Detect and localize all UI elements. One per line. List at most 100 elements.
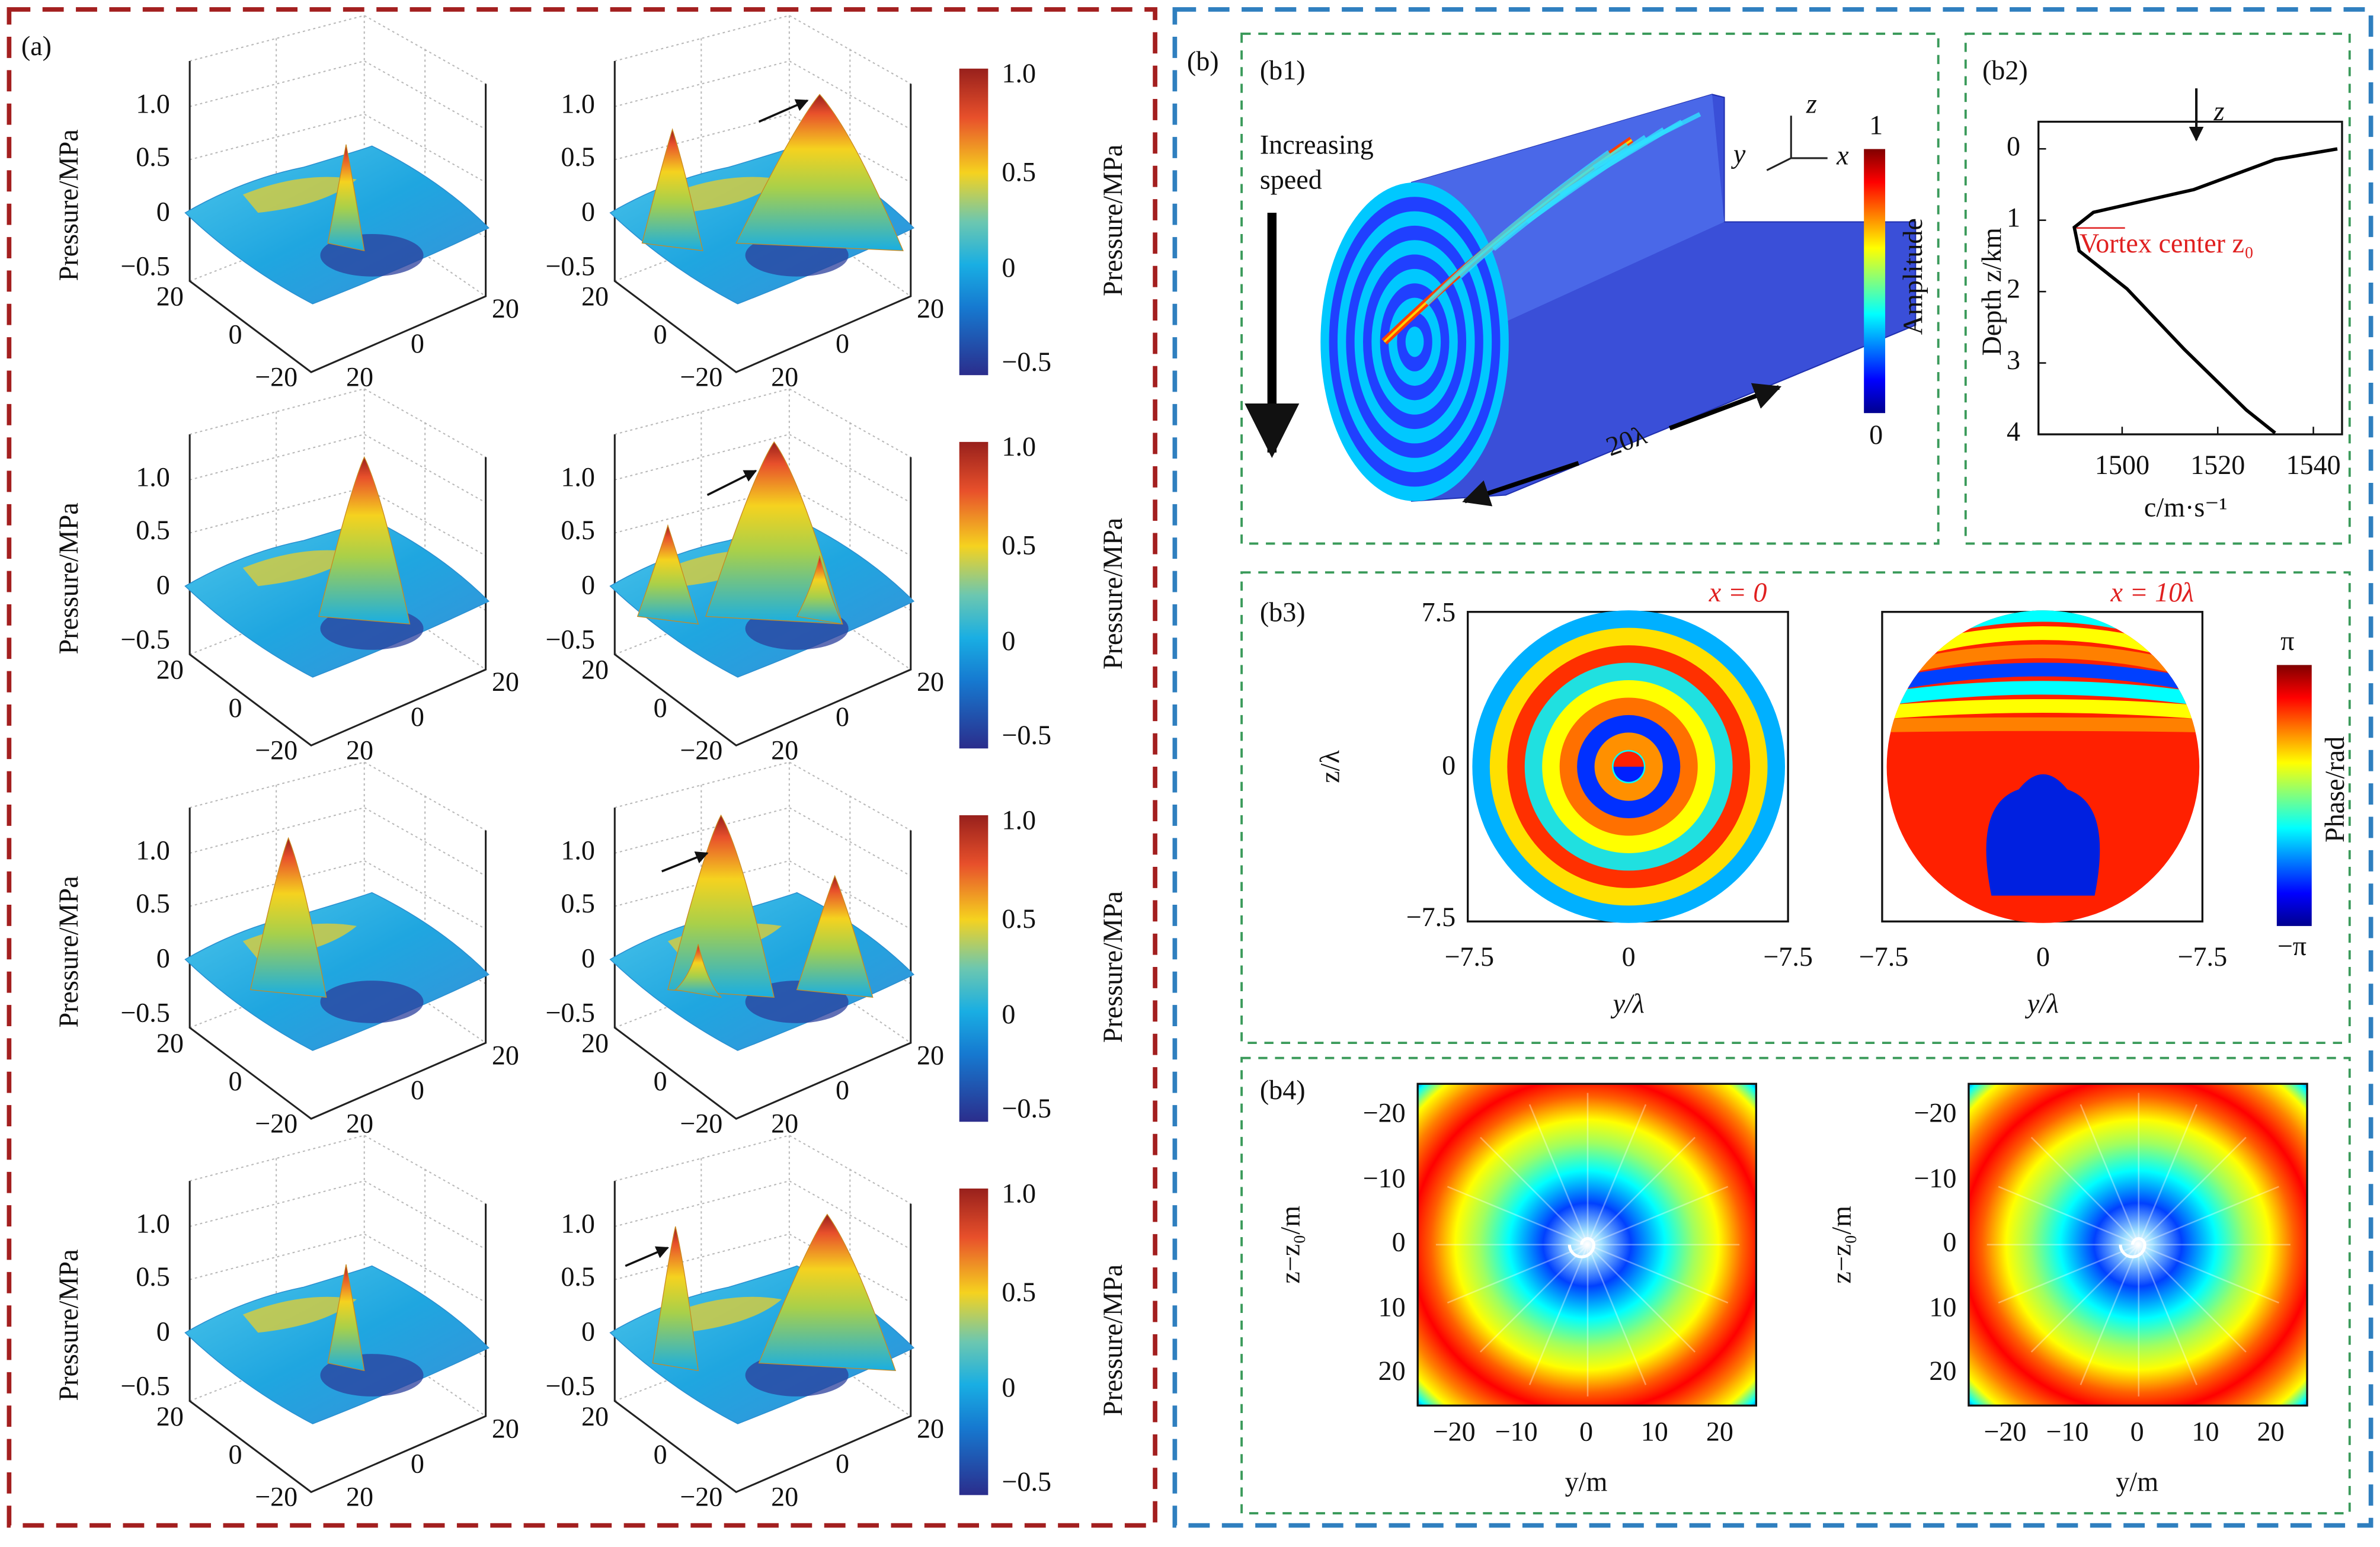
phase-stripe — [1886, 681, 2200, 709]
x-tick-label: 0 — [2036, 941, 2050, 972]
panel-label: (b1) — [1260, 55, 1306, 85]
floor-tick-label: 20 — [492, 293, 519, 324]
panel-label: (b3) — [1260, 597, 1306, 627]
floor-tick-label: 0 — [228, 1066, 242, 1096]
floor-tick-label: 20 — [156, 1028, 184, 1058]
floor-tick-label: −20 — [680, 1109, 722, 1139]
z-tick-label: 0.5 — [561, 142, 595, 172]
z-tick-label: 0 — [156, 569, 170, 600]
flow-line — [2138, 1244, 2197, 1385]
flow-line — [1998, 1186, 2139, 1245]
flow-line — [1587, 1244, 1696, 1353]
axis-label: Pressure/MPa — [53, 502, 84, 654]
y-axis-label: Depth z/km — [1976, 228, 2007, 355]
floor-tick-label: 0 — [654, 1066, 667, 1096]
note: speed — [1260, 164, 1322, 194]
z-tick-label: 0.5 — [136, 888, 170, 918]
z-tick-label: −0.5 — [545, 998, 595, 1028]
flow-line — [1998, 1244, 2139, 1303]
y-tick-label: −20 — [1914, 1098, 1956, 1128]
x-axis-label: y/m — [2116, 1466, 2158, 1497]
length-arrow — [1462, 461, 1579, 507]
floor-tick-label: 20 — [581, 1028, 609, 1058]
phase-stripe — [1886, 662, 2200, 696]
y-tick-label: −10 — [1914, 1163, 1956, 1193]
phase-well — [1986, 774, 2100, 896]
z-tick-label: 1.0 — [136, 88, 170, 118]
z-tick-label: 0.5 — [136, 142, 170, 172]
colorbar-tick-label: 0.5 — [1002, 530, 1036, 560]
wavefront — [1425, 150, 1611, 306]
x-axis-label: y/m — [1565, 1466, 1608, 1497]
floor-tick-label: 0 — [228, 1439, 242, 1469]
y-tick-label: 4 — [2007, 417, 2020, 447]
flow-line — [2138, 1186, 2279, 1245]
surface-dip — [320, 981, 424, 1023]
axis-label: Pressure/MPa — [53, 1249, 84, 1401]
floor-tick-label: 20 — [771, 361, 798, 392]
colorbar-tick-label: 0.5 — [1002, 904, 1036, 934]
colorbar — [959, 441, 989, 749]
surface-peak — [327, 1264, 365, 1372]
flow-line — [2030, 1136, 2139, 1245]
subpanel-borders — [1240, 32, 2351, 1515]
floor-tick-label: 20 — [581, 281, 609, 312]
colorbar-tick-label: −π — [2277, 931, 2307, 961]
x-tick-label: −7.5 — [1859, 941, 1909, 972]
floor-tick-label: 20 — [581, 1401, 609, 1431]
surface-peak — [641, 128, 703, 251]
plot-frame — [2037, 120, 2343, 435]
axis-name: y — [1731, 139, 1746, 169]
floor-tick-label: 20 — [917, 293, 944, 324]
colorbar-tick-label: 0 — [1869, 419, 1883, 450]
y-axis-label: z/λ — [1314, 750, 1345, 783]
floor-tick-label: 20 — [492, 1040, 519, 1070]
z-tick-label: −0.5 — [545, 1371, 595, 1401]
flow-line — [2080, 1104, 2139, 1245]
wavefront — [1592, 112, 1701, 169]
surface-ridge — [242, 550, 357, 587]
flow-line — [1528, 1104, 1589, 1245]
flow-line — [1587, 1186, 1729, 1245]
z-tick-label: −0.5 — [120, 251, 170, 281]
floor-tick-label: 0 — [411, 1075, 424, 1105]
x-tick-label: −10 — [1495, 1416, 1538, 1446]
flow-line — [2080, 1244, 2139, 1385]
z-tick-label: 0 — [581, 196, 595, 226]
floor-tick-label: 0 — [836, 702, 849, 732]
colorbar — [1864, 149, 1886, 414]
triad — [1766, 116, 1828, 171]
floor-tick-label: 0 — [228, 319, 242, 350]
axis-label: Pressure/MPa — [1098, 1264, 1128, 1416]
colorbar-label: Phase/rad — [2320, 736, 2350, 843]
x-tick-label: 0 — [1622, 941, 1636, 972]
surface-peak — [318, 456, 411, 624]
x-tick-label: 10 — [2192, 1416, 2219, 1446]
surface-peak — [327, 144, 365, 251]
phase-half — [1613, 766, 1644, 782]
floor-tick-label: −20 — [255, 361, 298, 392]
z-tick-label: 0.5 — [136, 1261, 170, 1292]
floor-tick-label: 0 — [654, 693, 667, 723]
y-tick-label: 0 — [1392, 1226, 1406, 1257]
colorbar-tick-label: −0.5 — [1002, 347, 1051, 377]
y-tick-label: −20 — [1363, 1098, 1406, 1128]
y-tick-label: −7.5 — [1406, 902, 1456, 932]
x-tick-label: 1500 — [2095, 450, 2149, 480]
y-axis-label: z−z₀/m — [1275, 1206, 1306, 1284]
floor-tick-label: 20 — [581, 655, 609, 685]
flow-line — [1586, 1104, 1647, 1245]
floor-tick-label: 20 — [771, 1109, 798, 1139]
floor-tick-label: 20 — [771, 735, 798, 766]
surface-peak — [249, 837, 327, 998]
surface-peak — [667, 814, 775, 998]
flow-line — [1447, 1244, 1588, 1303]
z-tick-label: −0.5 — [120, 1371, 170, 1401]
z-tick-label: 1.0 — [136, 1209, 170, 1239]
y-tick-label: 2 — [2007, 274, 2020, 304]
z-tick-label: 0 — [156, 196, 170, 226]
floor-tick-label: 20 — [492, 1413, 519, 1443]
surface-ridge — [667, 177, 782, 213]
panel-label: (b2) — [1982, 55, 2028, 85]
z-tick-label: −0.5 — [545, 251, 595, 281]
